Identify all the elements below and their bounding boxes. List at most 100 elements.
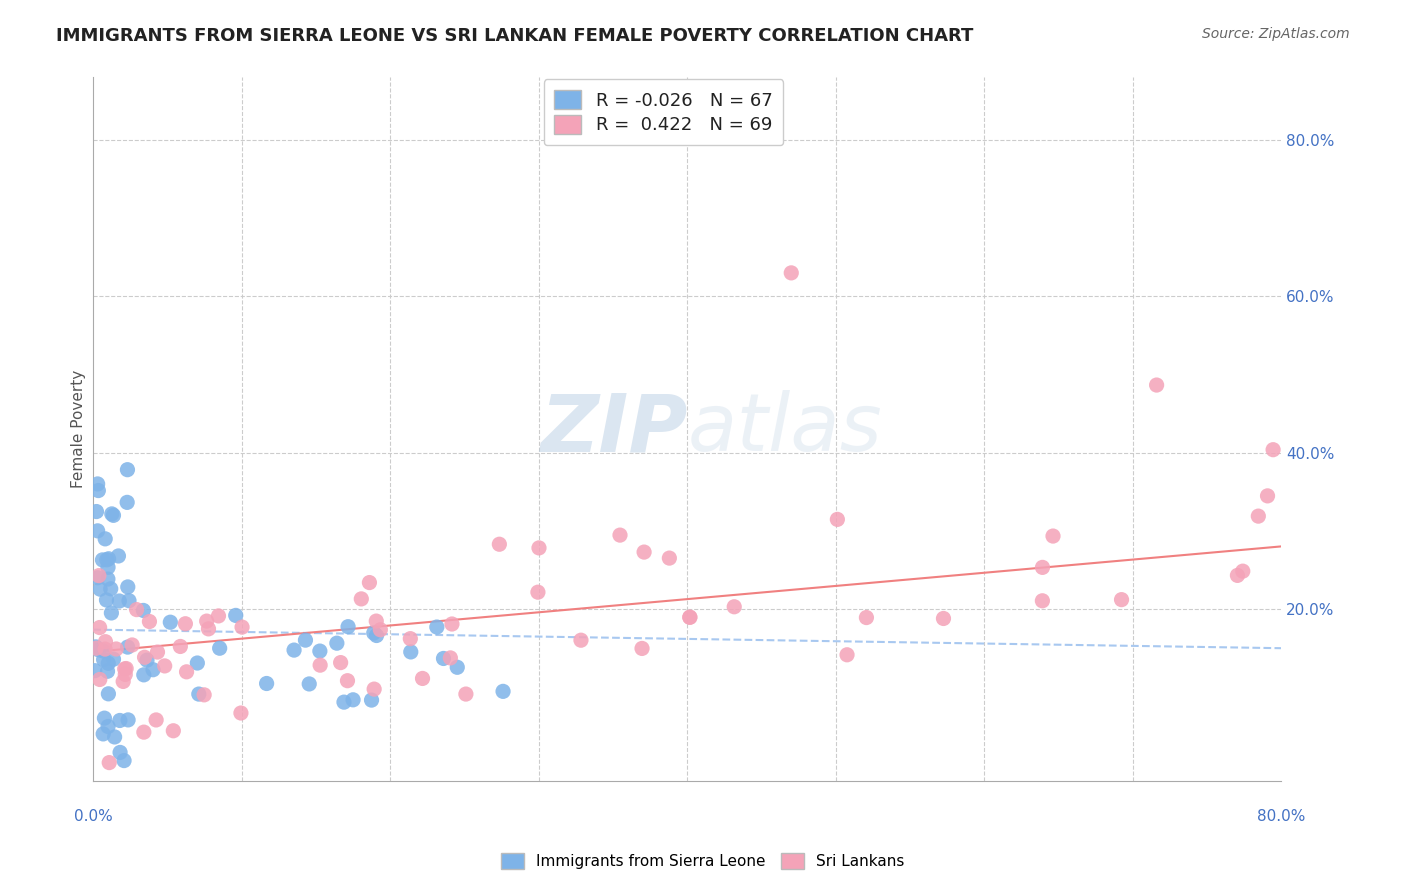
Point [117,463,139,477]
Point [86,571,108,585]
Point [94,532,117,546]
Point [186,656,208,670]
Point [439,651,461,665]
Text: 0.0%: 0.0% [73,809,112,824]
Point [298,677,321,691]
Point [193,688,215,702]
Point [1031,594,1053,608]
Point [121,638,143,652]
Point [100,606,122,620]
Point [132,668,155,682]
Point [426,620,449,634]
Point [569,633,592,648]
Point [360,693,382,707]
Point [1232,564,1254,578]
Point [93,711,115,725]
Point [932,611,955,625]
Point [101,507,124,521]
Point [366,628,388,642]
Point [162,723,184,738]
Point [114,662,136,676]
Point [208,641,231,656]
Point [363,626,385,640]
Point [134,650,156,665]
Point [780,266,803,280]
Point [294,633,316,648]
Legend: Immigrants from Sierra Leone, Sri Lankans: Immigrants from Sierra Leone, Sri Lankan… [495,847,911,875]
Point [363,682,385,697]
Point [187,687,209,701]
Point [370,623,392,637]
Point [146,645,169,659]
Point [97,560,120,574]
Point [231,620,253,634]
Point [112,674,135,689]
Point [100,582,122,596]
Point [835,648,858,662]
Point [87,643,110,657]
Point [1042,529,1064,543]
Point [440,617,463,632]
Point [84,640,107,654]
Text: atlas: atlas [688,390,882,468]
Point [225,608,247,623]
Point [169,640,191,654]
Point [108,746,131,760]
Point [256,676,278,690]
Point [527,585,550,599]
Point [125,602,148,616]
Point [679,610,702,624]
Point [609,528,631,542]
Point [488,537,510,551]
Point [96,553,118,567]
Point [658,551,681,566]
Point [132,603,155,617]
Point [117,580,139,594]
Point [115,495,138,509]
Point [136,653,159,667]
Y-axis label: Female Poverty: Female Poverty [72,370,86,488]
Point [105,642,128,657]
Point [153,659,176,673]
Point [1111,592,1133,607]
Point [412,672,434,686]
Point [97,687,120,701]
Point [333,695,356,709]
Point [89,582,111,596]
Point [138,615,160,629]
Point [145,713,167,727]
Point [118,593,141,607]
Text: ZIP: ZIP [540,390,688,468]
Point [86,477,108,491]
Point [86,524,108,538]
Point [89,621,111,635]
Point [98,756,121,770]
Point [93,653,115,667]
Point [454,687,477,701]
Point [342,693,364,707]
Point [1247,509,1270,524]
Point [174,616,197,631]
Point [87,568,110,582]
Point [855,610,877,624]
Point [142,663,165,677]
Point [329,656,352,670]
Point [827,512,849,526]
Point [336,673,359,688]
Point [107,549,129,563]
Point [86,504,108,518]
Point [93,644,115,658]
Point [1031,560,1053,574]
Point [97,572,120,586]
Point [723,599,745,614]
Point [308,644,330,658]
Point [94,642,117,657]
Point [89,673,111,687]
Point [176,665,198,679]
Point [83,664,105,678]
Point [97,551,120,566]
Point [207,608,229,623]
Point [399,632,422,646]
Text: 80.0%: 80.0% [1257,809,1306,824]
Point [492,684,515,698]
